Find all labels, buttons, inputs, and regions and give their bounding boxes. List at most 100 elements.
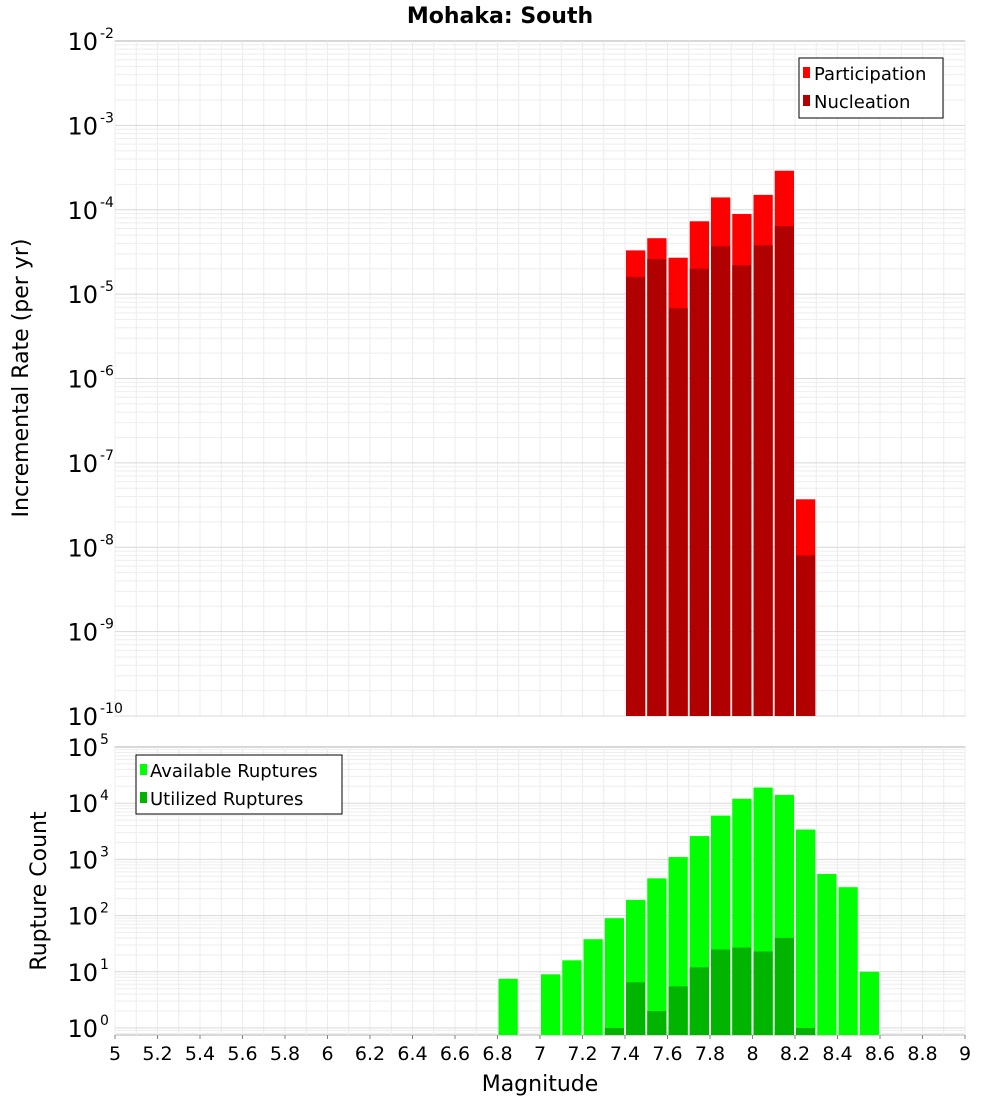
bottom-legend-box <box>135 754 343 815</box>
y-tick-label-exponent: -4 <box>100 195 114 211</box>
x-tick-label: 7.2 <box>567 1043 597 1065</box>
y-tick-label-exponent: -2 <box>100 26 114 42</box>
x-tick-label: 6 <box>321 1043 333 1065</box>
bottom-bars <box>498 787 879 1035</box>
x-tick-label: 6.8 <box>482 1043 512 1065</box>
available-ruptures-bar <box>647 878 667 1035</box>
bottom-y-axis-label: Rupture Count <box>27 811 52 971</box>
utilized-ruptures-bar <box>732 947 752 1035</box>
y-tick-label-exponent: -10 <box>100 701 123 717</box>
available-ruptures-bar <box>838 887 858 1035</box>
nucleation-bar <box>774 226 794 716</box>
y-tick-label-base: 10 <box>67 366 98 394</box>
x-tick-label: 8.2 <box>780 1043 810 1065</box>
participation-legend-label: Participation <box>814 64 926 85</box>
y-tick-label-exponent: -9 <box>100 617 114 633</box>
x-tick-label: 8 <box>746 1043 758 1065</box>
x-tick-label: 7.6 <box>652 1043 682 1065</box>
available-ruptures-bar <box>859 971 879 1035</box>
x-tick-label: 5 <box>109 1043 121 1065</box>
available-ruptures-legend-label: Available Ruptures <box>150 761 318 782</box>
available-ruptures-bar <box>498 978 518 1035</box>
x-tick-labels: 5 5.2 5.4 5.6 5.8 6 6.2 6.4 6.6 6.8 7 7.2 7.4 7.6 7.8 8… <box>109 1035 971 1065</box>
top-legend: Participation Nucleation <box>798 57 944 119</box>
available-ruptures-bar <box>796 829 816 1035</box>
nucleation-bar <box>711 246 731 716</box>
x-tick-label: 5.2 <box>142 1043 172 1065</box>
y-tick-label-exponent: 0 <box>100 1013 109 1029</box>
x-tick-label: 9 <box>959 1043 971 1065</box>
y-tick-label-base: 10 <box>67 28 98 56</box>
x-tick-label: 6.6 <box>440 1043 470 1065</box>
y-tick-label-base: 10 <box>67 112 98 140</box>
utilized-ruptures-bar <box>774 937 794 1035</box>
utilized-ruptures-bar <box>668 986 688 1035</box>
available-ruptures-bar <box>541 974 561 1035</box>
y-tick-label-base: 10 <box>67 846 98 874</box>
y-tick-label-base: 10 <box>67 703 98 731</box>
utilized-ruptures-bar <box>604 1027 624 1035</box>
available-ruptures-bar <box>817 873 837 1035</box>
utilized-ruptures-bar <box>796 1027 816 1035</box>
y-tick-label-base: 10 <box>67 619 98 647</box>
nucleation-bar <box>796 555 816 716</box>
utilized-ruptures-bar <box>626 982 646 1035</box>
x-tick-label: 5.8 <box>270 1043 300 1065</box>
y-tick-label-base: 10 <box>67 281 98 309</box>
available-ruptures-legend-swatch <box>140 764 147 775</box>
nucleation-bar <box>668 308 688 716</box>
nucleation-bar <box>689 268 709 716</box>
top-bars <box>626 170 816 717</box>
nucleation-bar <box>626 276 646 716</box>
bottom-legend: Available Ruptures Utilized Ruptures <box>135 754 343 815</box>
x-tick-label: 7.8 <box>695 1043 725 1065</box>
x-tick-label: 7 <box>534 1043 546 1065</box>
y-tick-label-exponent: -8 <box>100 532 114 548</box>
available-ruptures-bar <box>562 960 582 1035</box>
y-tick-label-exponent: 1 <box>100 957 109 973</box>
y-tick-label-exponent: -6 <box>100 364 114 380</box>
y-tick-label-exponent: -7 <box>100 448 114 464</box>
nucleation-bar <box>732 265 752 716</box>
available-ruptures-bar <box>583 939 603 1035</box>
top-y-axis-label: Incremental Rate (per yr) <box>9 239 34 518</box>
y-tick-label-exponent: 2 <box>100 901 109 917</box>
chart-title: Mohaka: South <box>407 4 593 29</box>
available-ruptures-bar <box>604 918 624 1035</box>
y-tick-label-base: 10 <box>67 450 98 478</box>
utilized-ruptures-bar <box>753 951 773 1035</box>
y-tick-label-base: 10 <box>67 734 98 762</box>
y-tick-label-exponent: -5 <box>100 279 114 295</box>
y-tick-label-base: 10 <box>67 1015 98 1043</box>
y-tick-label-exponent: 5 <box>100 732 109 748</box>
y-tick-label-base: 10 <box>67 903 98 931</box>
y-tick-label-exponent: 3 <box>100 844 109 860</box>
x-tick-label: 8.6 <box>865 1043 895 1065</box>
x-axis-label: Magnitude <box>482 1072 599 1097</box>
x-tick-label: 6.2 <box>355 1043 385 1065</box>
utilized-ruptures-bar <box>689 967 709 1035</box>
utilized-ruptures-legend-label: Utilized Ruptures <box>150 789 303 810</box>
nucleation-bar <box>753 245 773 717</box>
top-grid <box>114 41 966 717</box>
y-tick-label-base: 10 <box>67 197 98 225</box>
x-tick-label: 7.4 <box>610 1043 640 1065</box>
participation-legend-swatch <box>803 67 810 78</box>
utilized-ruptures-legend-swatch <box>140 792 147 803</box>
utilized-ruptures-bar <box>711 949 731 1035</box>
y-tick-label-base: 10 <box>67 534 98 562</box>
nucleation-legend-label: Nucleation <box>814 92 910 113</box>
x-tick-label: 5.6 <box>227 1043 257 1065</box>
x-tick-label: 5.4 <box>185 1043 215 1065</box>
y-tick-label-exponent: -3 <box>100 110 114 126</box>
nucleation-bar <box>647 259 667 716</box>
x-tick-label: 8.4 <box>822 1043 852 1065</box>
x-tick-label: 6.4 <box>397 1043 427 1065</box>
y-tick-label-base: 10 <box>67 959 98 987</box>
utilized-ruptures-bar <box>647 1011 667 1035</box>
y-tick-label-exponent: 4 <box>100 788 109 804</box>
y-tick-label-base: 10 <box>67 790 98 818</box>
